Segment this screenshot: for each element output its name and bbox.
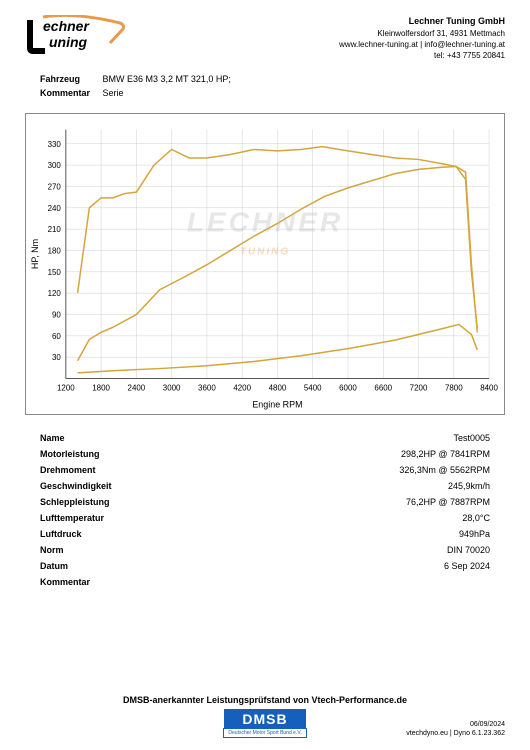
page-footer: DMSB-anerkannter Leistungsprüfstand von …	[0, 695, 530, 738]
svg-text:6600: 6600	[374, 384, 392, 393]
result-row: Datum 6 Sep 2024	[40, 558, 490, 574]
comment-row: Kommentar Serie	[0, 86, 530, 108]
result-value: 298,2HP @ 7841RPM	[401, 449, 490, 459]
result-value: 76,2HP @ 7887RPM	[406, 497, 490, 507]
company-logo: echner uning	[25, 15, 145, 55]
company-info: Lechner Tuning GmbH Kleinwolfersdorf 31,…	[339, 15, 505, 61]
svg-text:120: 120	[48, 289, 62, 298]
dmsb-logo: DMSB	[224, 709, 305, 729]
svg-text:1200: 1200	[57, 384, 75, 393]
company-phone: tel: +43 7755 20841	[339, 50, 505, 61]
svg-text:HP, Nm: HP, Nm	[30, 239, 40, 269]
result-row: Lufttemperatur 28,0°C	[40, 510, 490, 526]
svg-text:90: 90	[52, 311, 61, 320]
svg-text:7800: 7800	[445, 384, 463, 393]
result-label: Datum	[40, 561, 68, 571]
svg-text:echner: echner	[43, 18, 90, 34]
svg-text:180: 180	[48, 247, 62, 256]
company-web: www.lechner-tuning.at | info@lechner-tun…	[339, 39, 505, 50]
page-header: echner uning Lechner Tuning GmbH Kleinwo…	[0, 0, 530, 66]
svg-text:8400: 8400	[480, 384, 498, 393]
footer-date: 06/09/2024	[406, 720, 505, 729]
result-label: Schleppleistung	[40, 497, 110, 507]
company-name: Lechner Tuning GmbH	[339, 15, 505, 28]
footer-version: vtechdyno.eu | Dyno 6.1.23.362	[406, 729, 505, 738]
result-value: 949hPa	[459, 529, 490, 539]
result-row: Kommentar	[40, 574, 490, 590]
result-value: 326,3Nm @ 5562RPM	[399, 465, 490, 475]
svg-text:30: 30	[52, 353, 61, 362]
svg-text:150: 150	[48, 268, 62, 277]
svg-text:3600: 3600	[198, 384, 216, 393]
result-value: 28,0°C	[462, 513, 490, 523]
result-row: Name Test0005	[40, 430, 490, 446]
svg-text:210: 210	[48, 225, 62, 234]
result-row: Luftdruck 949hPa	[40, 526, 490, 542]
comment-value: Serie	[103, 88, 124, 98]
dmsb-subtitle: Deutscher Motor Sport Bund e.V.	[223, 728, 306, 738]
svg-text:240: 240	[48, 204, 62, 213]
result-label: Kommentar	[40, 577, 90, 587]
svg-text:330: 330	[48, 140, 62, 149]
result-value: 245,9km/h	[448, 481, 490, 491]
result-value: 6 Sep 2024	[444, 561, 490, 571]
footer-title: DMSB-anerkannter Leistungsprüfstand von …	[0, 695, 530, 705]
result-label: Drehmoment	[40, 465, 96, 475]
svg-text:uning: uning	[49, 34, 88, 50]
svg-text:300: 300	[48, 161, 62, 170]
result-label: Geschwindigkeit	[40, 481, 112, 491]
svg-text:2400: 2400	[128, 384, 146, 393]
svg-text:270: 270	[48, 183, 62, 192]
result-row: Geschwindigkeit 245,9km/h	[40, 478, 490, 494]
svg-text:4800: 4800	[269, 384, 287, 393]
svg-text:7200: 7200	[410, 384, 428, 393]
result-label: Norm	[40, 545, 64, 555]
result-row: Motorleistung 298,2HP @ 7841RPM	[40, 446, 490, 462]
svg-text:5400: 5400	[304, 384, 322, 393]
result-label: Motorleistung	[40, 449, 100, 459]
results-table: Name Test0005 Motorleistung 298,2HP @ 7841R…	[40, 430, 490, 590]
result-value: DIN 70020	[447, 545, 490, 555]
result-value: Test0005	[453, 433, 490, 443]
svg-text:3000: 3000	[163, 384, 181, 393]
result-row: Schleppleistung 76,2HP @ 7887RPM	[40, 494, 490, 510]
result-label: Lufttemperatur	[40, 513, 104, 523]
svg-text:60: 60	[52, 332, 61, 341]
result-label: Luftdruck	[40, 529, 82, 539]
vehicle-row: Fahrzeug BMW E36 M3 3,2 MT 321,0 HP;	[0, 66, 530, 86]
comment-label: Kommentar	[40, 88, 100, 98]
vehicle-label: Fahrzeug	[40, 74, 100, 84]
result-row: Drehmoment 326,3Nm @ 5562RPM	[40, 462, 490, 478]
svg-text:6000: 6000	[339, 384, 357, 393]
svg-text:1800: 1800	[92, 384, 110, 393]
result-row: Norm DIN 70020	[40, 542, 490, 558]
dyno-chart: LECHNER TUNING 1200180024003000360042004…	[25, 113, 505, 415]
vehicle-value: BMW E36 M3 3,2 MT 321,0 HP;	[103, 74, 231, 84]
svg-text:Engine RPM: Engine RPM	[252, 400, 302, 410]
svg-text:4200: 4200	[233, 384, 251, 393]
company-address: Kleinwolfersdorf 31, 4931 Mettmach	[339, 28, 505, 39]
result-label: Name	[40, 433, 65, 443]
chart-svg: 1200 1800 2400 3000 3600 4200 4800 5400 6000 6600…	[26, 114, 504, 414]
footer-meta: 06/09/2024 vtechdyno.eu | Dyno 6.1.23.36…	[406, 720, 505, 738]
